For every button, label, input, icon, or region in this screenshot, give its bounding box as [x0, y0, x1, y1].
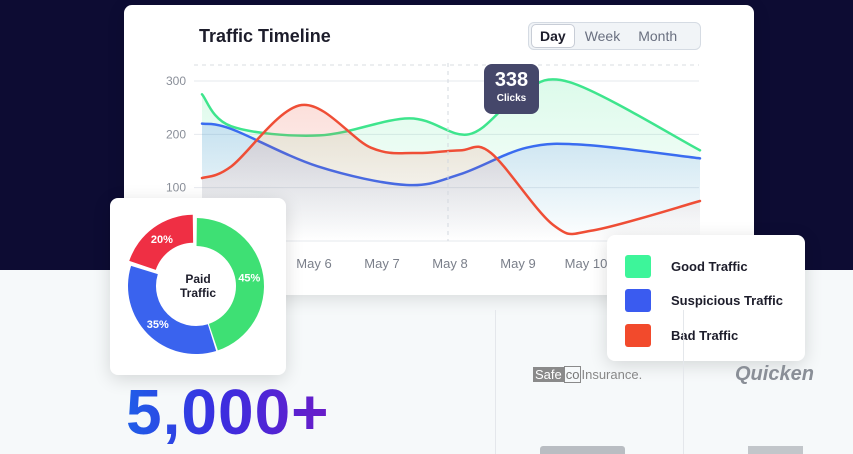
- traffic-legend: Good Traffic Suspicious Traffic Bad Traf…: [607, 235, 805, 361]
- traffic-timeline-card: Traffic Timeline Day Week Month 100 200 30…: [124, 5, 754, 295]
- series-area-2: [202, 104, 700, 242]
- x-tick-label: May 7: [364, 256, 399, 271]
- legend-item-good: Good Traffic: [625, 255, 748, 278]
- range-day-button[interactable]: Day: [531, 24, 575, 48]
- logo-divider-1: [495, 310, 496, 454]
- legend-swatch-good: [625, 255, 651, 278]
- x-tick-label: May 9: [500, 256, 535, 271]
- quicken-logo: Quicken: [735, 363, 814, 385]
- paid-traffic-donut: 45% 35% 20%: [128, 214, 265, 354]
- donut-center-line-1: Paid: [185, 272, 211, 286]
- customer-count-stat: 5,000+: [126, 376, 330, 448]
- partial-logo-right: [748, 446, 803, 454]
- safeco-logo-co: co: [563, 366, 582, 383]
- series-line-bad-traffic: [200, 103, 702, 236]
- x-tick-label: May 10: [565, 256, 608, 271]
- x-tick-label: May 8: [432, 256, 467, 271]
- range-month-button[interactable]: Month: [638, 28, 678, 44]
- chart-title: Traffic Timeline: [199, 26, 331, 46]
- safeco-logo: Safe co Insurance.: [533, 366, 642, 383]
- donut-center-label: Paid Traffic: [170, 272, 226, 300]
- y-tick-label: 100: [166, 181, 186, 195]
- x-tick-label: May 6: [296, 256, 331, 271]
- legend-swatch-bad: [625, 324, 651, 347]
- legend-label-good: Good Traffic: [671, 259, 748, 274]
- range-week-button[interactable]: Week: [584, 28, 621, 44]
- paid-traffic-donut-card: 45% 35% 20% Paid Traffic: [110, 198, 286, 375]
- chart-tooltip: 338 Clicks: [484, 64, 539, 114]
- series-line-good-traffic: [200, 78, 702, 152]
- partial-logo-left: [540, 446, 625, 454]
- donut-slice-0: [196, 218, 265, 351]
- traffic-line-chart: 100 200 300 May 6 May 7 May 8 May 9 May 10: [166, 63, 702, 271]
- donut-slice-label: 20%: [151, 234, 173, 246]
- legend-label-suspicious: Suspicious Traffic: [671, 293, 783, 308]
- tooltip-label: Clicks: [496, 93, 527, 104]
- donut-slice-label: 45%: [238, 273, 260, 285]
- y-tick-label: 300: [166, 74, 186, 88]
- legend-item-bad: Bad Traffic: [625, 324, 738, 347]
- safeco-logo-insurance: Insurance.: [581, 367, 643, 382]
- safeco-logo-safe: Safe: [533, 367, 564, 382]
- range-toggle: Day Week Month: [528, 22, 701, 50]
- donut-slice-2: [129, 214, 194, 270]
- legend-label-bad: Bad Traffic: [671, 328, 739, 343]
- donut-slice-label: 35%: [147, 319, 169, 331]
- donut-center-line-2: Traffic: [179, 286, 216, 300]
- y-tick-label: 200: [166, 127, 186, 141]
- tooltip-value: 338: [494, 69, 529, 91]
- legend-swatch-suspicious: [625, 289, 651, 312]
- donut-slice-1: [128, 265, 217, 354]
- legend-item-suspicious: Suspicious Traffic: [625, 289, 783, 312]
- logo-divider-2: [683, 310, 684, 454]
